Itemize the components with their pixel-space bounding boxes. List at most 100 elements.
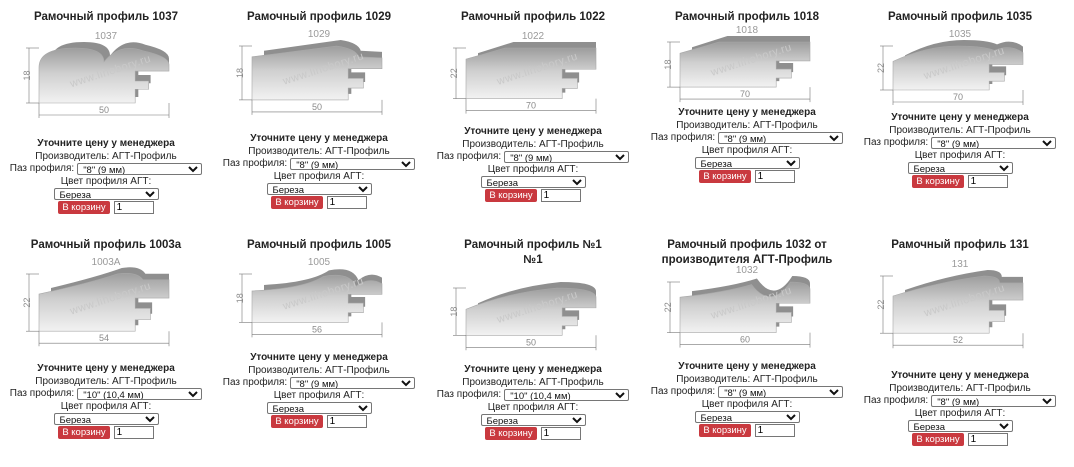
groove-row: Паз профиля: "8" (9 мм)	[640, 386, 854, 399]
buy-row: В корзину	[853, 175, 1067, 188]
quantity-input[interactable]	[967, 175, 1008, 188]
quantity-input[interactable]	[967, 433, 1008, 446]
product-title[interactable]: Рамочный профиль 1003а	[30, 239, 182, 251]
color-select[interactable]: Береза	[480, 176, 586, 188]
profile-code-label: 1018	[736, 25, 759, 36]
quantity-input[interactable]	[540, 189, 581, 202]
quantity-input[interactable]	[754, 424, 795, 437]
color-label: Цвет профиля АГТ:	[60, 175, 152, 187]
quantity-input[interactable]	[326, 196, 367, 209]
profile-drawing[interactable]: 1029 www.lihobory.ru 18 50	[212, 26, 426, 124]
price-note: Уточните цену у менеджера	[250, 352, 388, 363]
price-note: Уточните цену у менеджера	[37, 363, 175, 374]
add-to-cart-button[interactable]: В корзину	[485, 427, 537, 440]
quantity-input[interactable]	[113, 426, 154, 439]
profile-drawing[interactable]: www.lihobory.ru 18 50	[426, 268, 640, 354]
profile-shape	[251, 45, 383, 101]
product-title[interactable]: Рамочный профиль 1032 от	[667, 239, 827, 251]
quantity-input[interactable]	[754, 170, 795, 183]
product-info: Уточните цену у менеджера Производитель: …	[640, 107, 854, 183]
width-dim-label: 50	[312, 102, 322, 112]
profile-drawing[interactable]: 1022 www.lihobory.ru 22 70	[426, 28, 640, 120]
product-title-line2[interactable]: №1	[523, 254, 543, 266]
product-title[interactable]: Рамочный профиль 1018	[675, 11, 819, 23]
profile-drawing[interactable]: 1018 www.lihobory.ru 18 70	[640, 22, 854, 104]
product-info: Уточните цену у менеджера Производитель: …	[426, 364, 640, 440]
add-to-cart-button[interactable]: В корзину	[912, 433, 964, 446]
groove-select[interactable]: "8" (9 мм)	[718, 386, 844, 399]
add-to-cart-button[interactable]: В корзину	[271, 196, 323, 209]
profile-drawing[interactable]: 1032 www.lihobory.ru 22 60	[640, 262, 854, 354]
profile-drawing[interactable]: 1003A www.lihobory.ru 22 54	[0, 254, 213, 358]
profile-drawing[interactable]: 131 www.lihobory.ru 22 52	[853, 256, 1067, 360]
product-title[interactable]: Рамочный профиль 1037	[34, 11, 178, 23]
manufacturer-text: Производитель: АГТ-Профиль	[248, 364, 390, 376]
product-title[interactable]: Рамочный профиль 1029	[247, 11, 391, 23]
groove-select[interactable]: "8" (9 мм)	[504, 151, 630, 164]
product-title[interactable]: Рамочный профиль 1005	[247, 239, 391, 251]
profile-code-label: 1022	[522, 31, 545, 42]
color-select[interactable]: Береза	[480, 414, 586, 426]
groove-select[interactable]: "8" (9 мм)	[290, 377, 416, 390]
color-select[interactable]: Береза	[694, 157, 800, 169]
add-to-cart-button[interactable]: В корзину	[485, 189, 537, 202]
groove-row: Паз профиля: "10" (10,4 мм)	[426, 389, 640, 402]
quantity-input[interactable]	[326, 415, 367, 428]
groove-select[interactable]: "8" (9 мм)	[290, 158, 416, 171]
height-dim-label: 18	[22, 70, 32, 80]
price-note: Уточните цену у менеджера	[678, 361, 816, 372]
add-to-cart-button[interactable]: В корзину	[58, 201, 110, 214]
add-to-cart-button[interactable]: В корзину	[58, 426, 110, 439]
color-select[interactable]: Береза	[694, 411, 800, 423]
product-title[interactable]: Рамочный профиль 1035	[888, 11, 1032, 23]
price-note: Уточните цену у менеджера	[464, 126, 602, 137]
color-label: Цвет профиля АГТ:	[60, 400, 152, 412]
profile-shape	[38, 272, 170, 332]
width-dim-label: 56	[312, 324, 322, 334]
profile-drawing[interactable]: 1005 www.lihobory.ru 18 56	[212, 254, 426, 342]
add-to-cart-button[interactable]: В корзину	[699, 424, 751, 437]
profile-shape	[679, 281, 811, 333]
manufacturer-text: Производитель: АГТ-Профиль	[889, 124, 1031, 136]
add-to-cart-button[interactable]: В корзину	[699, 170, 751, 183]
profile-code-label: 1035	[949, 29, 972, 40]
profile-shape	[251, 274, 383, 323]
profile-shape	[679, 41, 811, 88]
color-select[interactable]: Береза	[266, 402, 372, 414]
groove-select[interactable]: "8" (9 мм)	[931, 395, 1057, 408]
buy-row: В корзину	[212, 196, 426, 209]
color-select[interactable]: Береза	[53, 188, 159, 200]
product-title[interactable]: Рамочный профиль 1022	[461, 11, 605, 23]
add-to-cart-button[interactable]: В корзину	[271, 415, 323, 428]
quantity-input[interactable]	[113, 201, 154, 214]
groove-select[interactable]: "8" (9 мм)	[718, 132, 844, 145]
profile-code-label: 1032	[736, 265, 759, 276]
product-title-line2[interactable]: производителя АГТ-Профиль	[661, 254, 833, 266]
color-select[interactable]: Береза	[53, 413, 159, 425]
color-label: Цвет профиля АГТ:	[273, 389, 365, 401]
color-row: Береза	[640, 411, 854, 423]
groove-select[interactable]: "10" (10,4 мм)	[77, 388, 203, 401]
groove-select[interactable]: "8" (9 мм)	[931, 137, 1057, 150]
groove-row: Паз профиля: "8" (9 мм)	[853, 137, 1067, 150]
add-to-cart-button[interactable]: В корзину	[912, 175, 964, 188]
groove-label: Паз профиля:	[222, 158, 288, 169]
groove-select[interactable]: "8" (9 мм)	[77, 163, 203, 176]
groove-select[interactable]: "10" (10,4 мм)	[504, 389, 630, 402]
color-row: Береза	[426, 414, 640, 426]
profile-code-label: 1029	[308, 29, 331, 40]
width-dim-label: 70	[740, 89, 750, 99]
color-select[interactable]: Береза	[266, 183, 372, 195]
groove-label: Паз профиля:	[9, 388, 75, 399]
quantity-input[interactable]	[540, 427, 581, 440]
profile-drawing[interactable]: 1037 www.lihobory.ru 18 50	[0, 28, 213, 128]
product-title[interactable]: Рамочный профиль №1	[464, 239, 602, 251]
profile-drawing[interactable]: 1035 www.lihobory.ru 22 70	[853, 26, 1067, 106]
color-label: Цвет профиля АГТ:	[273, 170, 365, 182]
color-select[interactable]: Береза	[907, 162, 1013, 174]
product-title[interactable]: Рамочный профиль 131	[891, 239, 1029, 251]
groove-label: Паз профиля:	[436, 151, 502, 162]
color-select[interactable]: Береза	[907, 420, 1013, 432]
